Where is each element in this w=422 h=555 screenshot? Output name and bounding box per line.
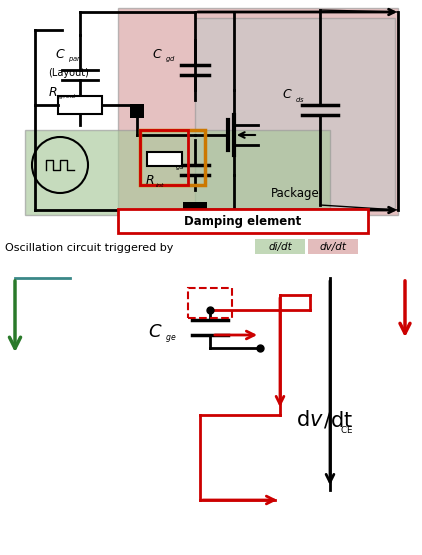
Text: $R$: $R$ (48, 87, 57, 99)
Bar (140, 130, 205, 185)
Bar (183, 202, 207, 220)
Text: (Layout): (Layout) (48, 68, 89, 78)
Bar (308, 239, 358, 254)
Bar (130, 104, 144, 118)
Text: $/\mathrm{dt}$: $/\mathrm{dt}$ (323, 410, 353, 431)
Text: $C$: $C$ (162, 155, 173, 169)
Text: $_{g,ext}$: $_{g,ext}$ (58, 92, 78, 102)
Bar (118, 8, 398, 215)
Bar (188, 288, 232, 318)
Bar (25, 130, 330, 215)
Text: $C$: $C$ (55, 48, 66, 62)
Text: $_{par}$: $_{par}$ (68, 55, 82, 65)
Text: $_{ds}$: $_{ds}$ (295, 95, 305, 105)
Text: di/dt: di/dt (268, 242, 292, 252)
Bar (147, 152, 182, 166)
Text: $_{ge}$: $_{ge}$ (165, 334, 176, 346)
Text: $\mathit{C}$: $\mathit{C}$ (148, 323, 162, 341)
Bar (195, 18, 395, 210)
Text: $C$: $C$ (282, 88, 293, 102)
Bar (140, 130, 188, 185)
Text: dv/dt: dv/dt (319, 242, 346, 252)
Text: Damping element: Damping element (184, 214, 302, 228)
Text: $R$: $R$ (145, 174, 154, 186)
Bar (118, 209, 368, 233)
Bar (255, 239, 305, 254)
Text: Oscillation circuit triggered by: Oscillation circuit triggered by (5, 243, 173, 253)
Text: Package: Package (271, 186, 319, 199)
Bar (58, 96, 102, 114)
Text: $\mathrm{d}v$: $\mathrm{d}v$ (296, 410, 324, 430)
Text: $_{gd}$: $_{gd}$ (165, 55, 176, 65)
Text: $C$: $C$ (152, 48, 163, 62)
Text: $_{gs}$: $_{gs}$ (175, 162, 185, 172)
Text: $_{\mathrm{CE}}$: $_{\mathrm{CE}}$ (340, 423, 353, 436)
Text: $_{int}$: $_{int}$ (155, 180, 165, 189)
